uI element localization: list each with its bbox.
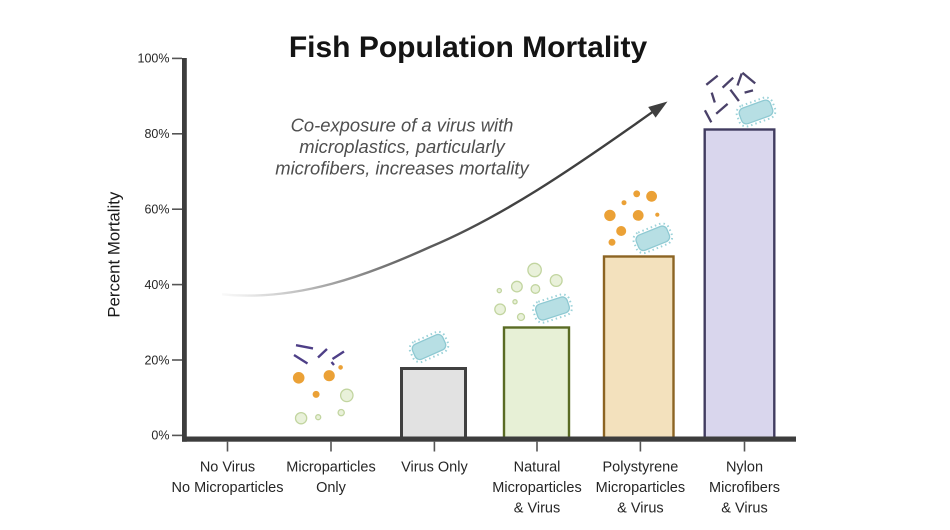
svg-text:60%: 60% [144, 203, 169, 217]
svg-text:& Virus: & Virus [617, 501, 663, 517]
svg-text:Microparticles: Microparticles [492, 480, 581, 496]
svg-text:Percent Mortality: Percent Mortality [105, 191, 124, 318]
svg-text:No Virus: No Virus [200, 460, 255, 476]
svg-text:microplastics, particularly: microplastics, particularly [299, 136, 506, 157]
svg-text:Fish Population Mortality: Fish Population Mortality [289, 31, 648, 64]
svg-text:100%: 100% [138, 52, 170, 66]
svg-text:Microparticles: Microparticles [286, 460, 375, 476]
svg-text:Polystyrene: Polystyrene [603, 460, 679, 476]
svg-text:& Virus: & Virus [721, 501, 767, 517]
svg-text:Co-exposure of a virus with: Co-exposure of a virus with [291, 115, 514, 136]
svg-text:Natural: Natural [514, 460, 561, 476]
svg-text:20%: 20% [144, 353, 169, 367]
svg-text:Only: Only [316, 480, 347, 496]
svg-text:Virus Only: Virus Only [401, 460, 468, 476]
svg-text:Nylon: Nylon [726, 460, 763, 476]
svg-text:0%: 0% [151, 429, 169, 443]
svg-text:& Virus: & Virus [514, 501, 560, 517]
svg-text:Microparticles: Microparticles [596, 480, 685, 496]
svg-text:microfibers, increases mortali: microfibers, increases mortality [275, 158, 530, 179]
svg-text:40%: 40% [144, 278, 169, 292]
svg-text:80%: 80% [144, 127, 169, 141]
svg-text:No Microparticles: No Microparticles [172, 480, 284, 496]
svg-text:Microfibers: Microfibers [709, 480, 780, 496]
